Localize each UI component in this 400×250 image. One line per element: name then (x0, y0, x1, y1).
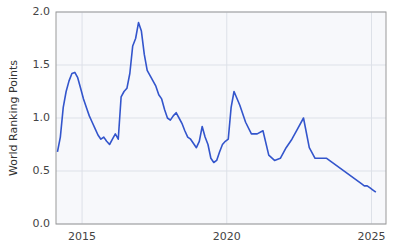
tick-label: 0.5 (33, 164, 51, 177)
grid (56, 12, 386, 224)
plot-frame (56, 12, 386, 224)
tick-label: 0.0 (33, 217, 51, 230)
grid-line (82, 12, 83, 224)
tick-label: 2020 (213, 230, 241, 243)
tick-label: 1.0 (33, 111, 51, 124)
tick-labels: 0.0 0.5 1.0 1.5 2.0 2015 2020 2025 (33, 5, 386, 243)
chart: 0.0 0.5 1.0 1.5 2.0 2015 2020 2025 World Ranking… (0, 0, 400, 250)
axis-label: World Ranking Points (7, 60, 20, 176)
tick-label: 1.5 (33, 58, 51, 71)
grid-line (56, 118, 386, 119)
grid-line (56, 65, 386, 66)
grid-line (226, 12, 227, 224)
plot-area (56, 12, 386, 224)
grid-line (371, 12, 372, 224)
tick-label: 2015 (68, 230, 96, 243)
tick-label: 2025 (358, 230, 386, 243)
tick-label: 2.0 (33, 5, 51, 18)
grid-line (56, 171, 386, 172)
series (57, 23, 375, 193)
line (57, 23, 375, 193)
